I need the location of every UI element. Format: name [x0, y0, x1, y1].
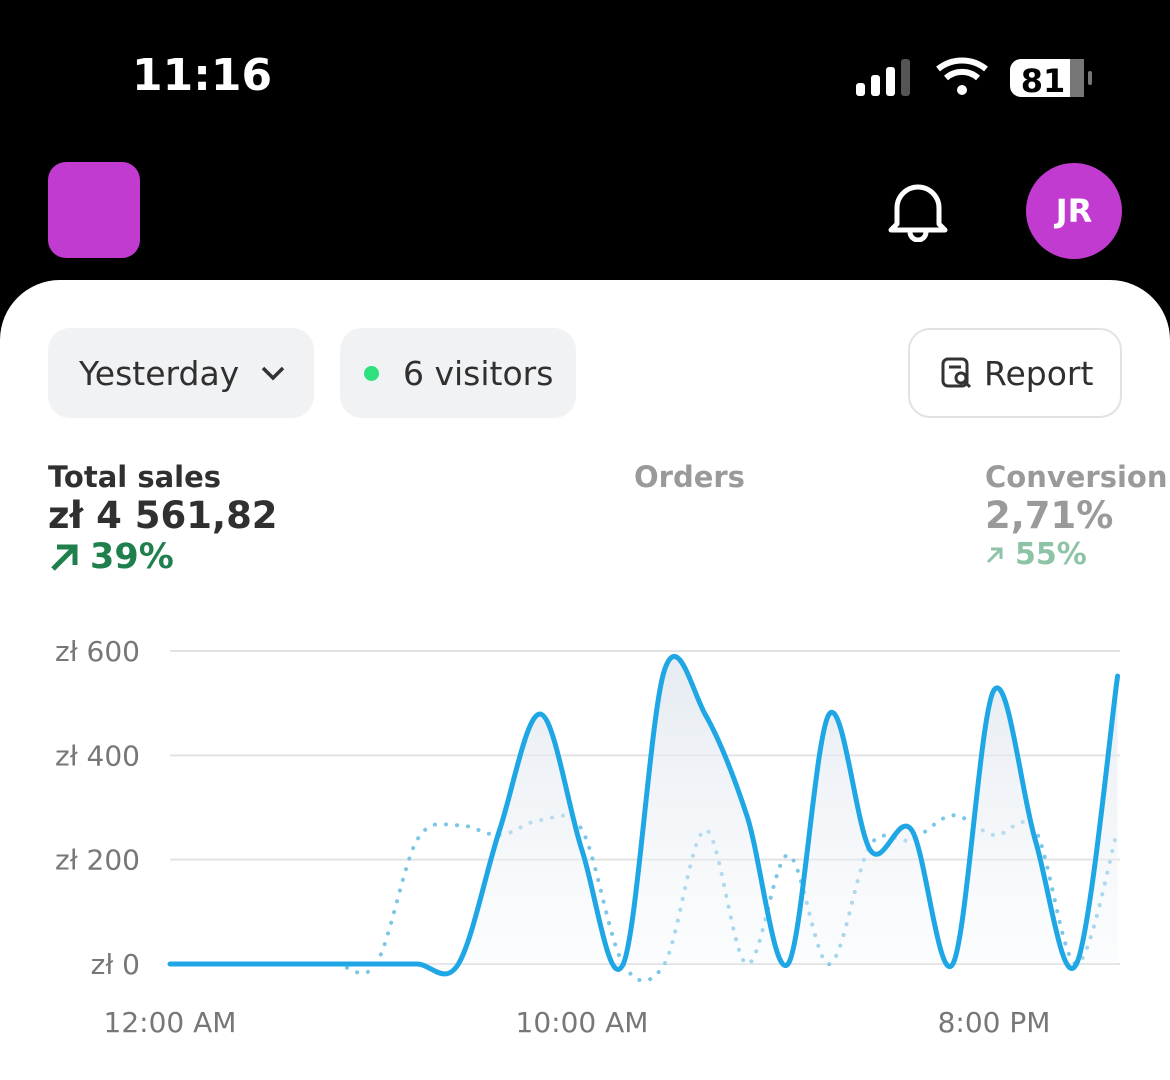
live-dot: [364, 365, 379, 381]
battery-level: 81: [1021, 62, 1066, 100]
period-dropdown[interactable]: Yesterday: [48, 328, 314, 418]
up-arrow: [986, 547, 1003, 563]
metric-value: zł 4 561,82: [48, 494, 278, 537]
metric-label: Orders: [634, 460, 745, 494]
metric-value: 2,71%: [985, 494, 1114, 537]
y-tick-label: zł 200: [55, 844, 140, 877]
metric-change: 39%: [90, 537, 174, 577]
up-arrow: [51, 544, 78, 571]
report-label: Report: [984, 353, 1094, 393]
y-tick-label: zł 0: [91, 948, 140, 981]
metric-label: Total sales: [48, 460, 222, 494]
area: [170, 656, 1118, 974]
visitors-pill[interactable]: 6 visitors: [340, 328, 576, 418]
visitors-label: 6 visitors: [403, 353, 554, 393]
sales-chart: zł 0 zł 200 zł 400 zł 600 12:00 AM 10:00 AM 8:…: [55, 635, 1121, 1039]
metric-sales[interactable]: Total sales zł 4 561,82 39%: [48, 460, 278, 577]
metric-change: 55%: [1015, 537, 1087, 572]
notifications-button[interactable]: [885, 180, 951, 242]
store-logo[interactable]: [48, 162, 140, 258]
chevron: [261, 366, 285, 381]
x-tick-label: 10:00 AM: [516, 1006, 649, 1039]
clock: 11:16: [132, 50, 273, 101]
period-label: Yesterday: [79, 353, 240, 393]
report-icon: [941, 357, 972, 389]
avatar[interactable]: JR: [1026, 163, 1122, 259]
status-icons: 81: [856, 57, 1092, 100]
series-line: [167, 653, 1121, 977]
metric-label: Conversion: [985, 460, 1168, 494]
metric-orders[interactable]: Orders: [634, 460, 745, 494]
x-tick-label: 8:00 PM: [938, 1006, 1051, 1039]
y-tick-label: zł 600: [55, 635, 140, 668]
metric-conversion[interactable]: Conversion 2,71% 55%: [985, 460, 1168, 572]
report-button[interactable]: Report: [908, 328, 1122, 418]
x-tick-label: 12:00 AM: [104, 1006, 237, 1039]
y-tick-label: zł 400: [55, 739, 140, 772]
